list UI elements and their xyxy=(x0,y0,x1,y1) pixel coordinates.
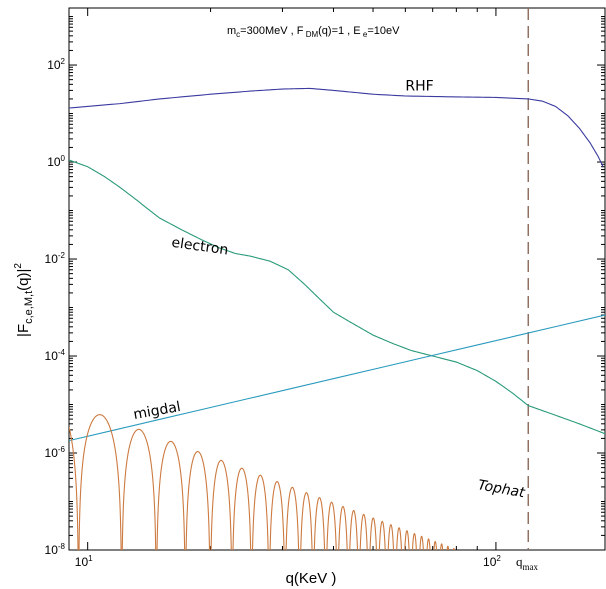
series-electron-line xyxy=(69,159,605,435)
annotation-text: mc=300MeV , F DM(q)=1 , E e=10eV xyxy=(227,25,400,39)
data-series xyxy=(69,8,605,550)
x-tick-label: 101 xyxy=(75,554,93,569)
y-tick-label: 10-8 xyxy=(45,542,66,557)
y-tick-label: 102 xyxy=(47,57,65,72)
series-rhf-line xyxy=(69,87,604,167)
axis-ticks: 101 102 102 100 10-2 10-4 10-6 10-8 xyxy=(45,8,605,569)
qmax-label: qmax xyxy=(516,554,538,572)
series-tophat-line xyxy=(69,414,455,550)
y-tick-label: 100 xyxy=(47,154,65,169)
y-tick-label: 10-4 xyxy=(45,348,66,363)
series-rhf-label: RHF xyxy=(405,78,433,94)
series-electron-label: electron xyxy=(170,235,229,259)
y-tick-label: 10-6 xyxy=(45,445,66,460)
series-tophat-label: Tophat xyxy=(477,477,527,501)
plot-area-frame xyxy=(68,7,606,551)
y-tick-label: 10-2 xyxy=(45,251,66,266)
x-tick-label: 102 xyxy=(483,554,501,569)
y-axis-title: |Fc,e,M,t(q)|2 xyxy=(13,263,35,337)
series-migdal-line xyxy=(69,314,605,442)
x-axis-title: q(KeV ) xyxy=(286,570,337,587)
